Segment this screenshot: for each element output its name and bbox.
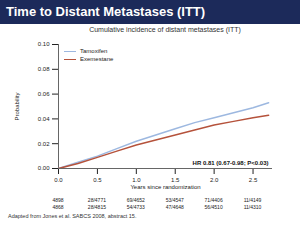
svg-text:HR 0.81 (0.67-0.98; P<0.03): HR 0.81 (0.67-0.98; P<0.03) [193,160,269,166]
html-text:4898: 4898 [52,197,64,203]
html-text:4868: 4868 [52,204,64,210]
svg-text:0.02: 0.02 [38,141,50,147]
html-text:69/4652: 69/4652 [126,197,145,203]
svg-text:1.5: 1.5 [171,177,180,183]
html-text:47/4648: 47/4648 [165,204,184,210]
html-text:71/4406: 71/4406 [204,197,223,203]
svg-text:2.5: 2.5 [249,177,258,183]
svg-text:0.0: 0.0 [54,177,63,183]
html-text:28/4815: 28/4815 [87,204,106,210]
svg-text:0.04: 0.04 [38,116,50,122]
svg-text:0.5: 0.5 [93,177,102,183]
svg-text:2.0: 2.0 [210,177,219,183]
html-text:54/4733: 54/4733 [126,204,145,210]
html-text:Exemestane: Exemestane [80,56,114,62]
html-text:11/4149: 11/4149 [243,197,262,203]
html-text:Time to Distant Metastases (IT: Time to Distant Metastases (ITT) [6,4,206,19]
html-text:56/4510: 56/4510 [204,204,223,210]
html-text:28/4771: 28/4771 [87,197,106,203]
svg-text:0.08: 0.08 [38,66,50,72]
svg-text:Years since randomization: Years since randomization [130,184,200,190]
svg-text:0.00: 0.00 [38,165,50,171]
svg-text:0.06: 0.06 [38,91,50,97]
html-text:Cumulative incidence of distan: Cumulative incidence of distant metastas… [89,26,241,33]
svg-text:Probability: Probability [14,92,20,120]
html-text:53/4547: 53/4547 [165,197,184,203]
html-text:11/4310: 11/4310 [243,204,262,210]
svg-text:0.10: 0.10 [38,41,50,47]
html-text:Adapted from Jones et al. SABC: Adapted from Jones et al. SABCS 2008, ab… [8,213,137,219]
html-text:Tamoxifen: Tamoxifen [80,48,108,54]
svg-text:1.0: 1.0 [132,177,141,183]
